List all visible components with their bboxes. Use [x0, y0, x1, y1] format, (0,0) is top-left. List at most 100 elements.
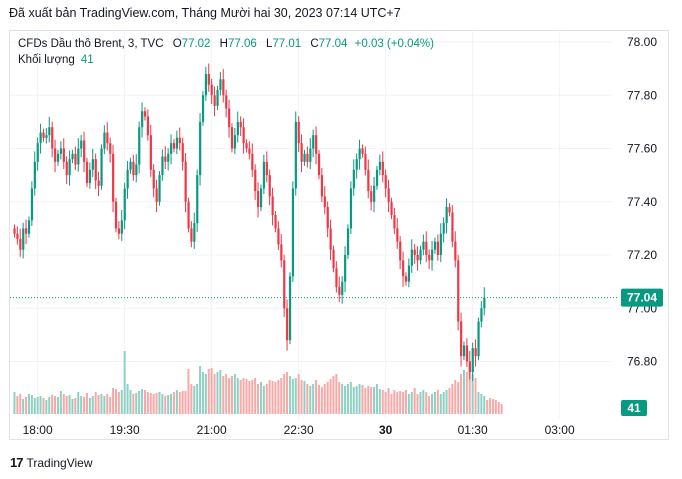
- candle-body: [335, 268, 338, 287]
- volume-bar: [30, 395, 33, 414]
- candle-body: [56, 153, 60, 162]
- ohlc-row: CFDs Dầu thô Brent, 3, TVC O77.02 H77.06…: [18, 36, 434, 52]
- candle-body: [378, 161, 382, 170]
- volume-bar: [425, 392, 428, 414]
- candle-body: [262, 161, 266, 189]
- volume-value: 41: [80, 54, 94, 66]
- candle-body: [48, 127, 51, 136]
- volume-bar: [387, 388, 390, 414]
- candle-body: [352, 169, 355, 189]
- candle-body: [25, 228, 28, 234]
- candle-body: [294, 121, 297, 189]
- volume-bar: [474, 378, 477, 414]
- volume-bar: [251, 380, 254, 414]
- volume-bar: [384, 392, 387, 414]
- volume-bar: [248, 381, 251, 414]
- volume-bar: [33, 398, 36, 414]
- volume-bar: [462, 370, 465, 414]
- volume-bar: [367, 386, 370, 414]
- volume-bar: [88, 398, 91, 414]
- volume-bar: [315, 380, 318, 414]
- candle-body: [88, 169, 92, 184]
- time-axis: 18:00 19:30 21:00 22:30 30 01:30 03:00: [23, 423, 575, 437]
- volume-bar: [431, 394, 434, 414]
- candle-body: [442, 223, 445, 234]
- candle-body: [201, 95, 205, 122]
- volume-bar: [422, 390, 425, 414]
- candle-body: [193, 223, 196, 242]
- volume-bar: [288, 376, 291, 414]
- volume-bar: [100, 394, 103, 414]
- volume-bar: [71, 399, 74, 414]
- volume-bar: [419, 392, 422, 414]
- volume-bar: [375, 384, 378, 414]
- candle-body: [117, 228, 121, 234]
- candle-body: [112, 153, 115, 202]
- candle-body: [13, 228, 16, 234]
- volume-bar: [355, 386, 358, 414]
- candle-body: [396, 228, 399, 242]
- volume-bar: [451, 384, 454, 414]
- volume-bar: [291, 379, 294, 414]
- candle-body: [22, 228, 25, 250]
- volume-bar: [326, 382, 329, 414]
- candle-body: [138, 127, 141, 165]
- volume-bar: [286, 372, 289, 414]
- volume-bar: [402, 392, 405, 414]
- volume-bar: [445, 390, 448, 414]
- candle-body: [80, 140, 83, 149]
- price-tick-label: 77.60: [627, 142, 657, 156]
- candle-body: [178, 137, 181, 144]
- candle-body: [370, 191, 373, 202]
- volume-bar: [404, 390, 407, 414]
- candle-body: [158, 175, 161, 202]
- volume-bar: [117, 392, 120, 414]
- brand-name: TradingView: [26, 455, 93, 470]
- candle-body: [91, 159, 94, 170]
- volume-bar: [19, 394, 22, 414]
- candle-body: [248, 148, 251, 154]
- time-tick-label: 18:00: [23, 423, 53, 437]
- candle-body: [161, 156, 164, 176]
- candle-body: [30, 188, 34, 221]
- candle-body: [460, 321, 463, 357]
- candle-body: [291, 188, 295, 277]
- candle-body: [404, 276, 408, 282]
- candle-body: [390, 201, 393, 216]
- volume-bar: [138, 391, 141, 414]
- footer-brand[interactable]: 17 TradingView: [10, 455, 93, 470]
- candle-body: [306, 153, 309, 162]
- volume-bar: [259, 382, 262, 414]
- volume-bar: [207, 369, 210, 414]
- volume-bar: [146, 392, 149, 414]
- volume-bars: [13, 351, 503, 414]
- candle-body: [320, 175, 324, 197]
- volume-bar: [436, 390, 439, 414]
- close-label: C: [310, 38, 319, 50]
- volume-bar: [204, 374, 207, 414]
- volume-bar: [407, 394, 410, 414]
- volume-bar: [242, 378, 245, 414]
- candle-body: [297, 121, 300, 144]
- candle-body: [213, 95, 216, 106]
- candle-body: [422, 241, 425, 250]
- volume-bar: [39, 396, 42, 414]
- candle-body: [402, 260, 405, 277]
- chart-legend: CFDs Dầu thô Brent, 3, TVC O77.02 H77.06…: [18, 36, 434, 68]
- volume-bar: [494, 400, 497, 414]
- volume-bar: [352, 387, 355, 414]
- volume-bar: [80, 396, 83, 414]
- volume-bar: [274, 382, 277, 414]
- candle-body: [225, 95, 228, 109]
- candle-body: [181, 143, 184, 162]
- candle-body: [341, 281, 344, 295]
- volume-bar: [416, 394, 419, 414]
- candle-body: [332, 249, 335, 269]
- volume-bar: [439, 394, 442, 414]
- candle-body: [448, 207, 451, 213]
- candle-body: [373, 185, 376, 202]
- volume-bar: [126, 384, 129, 414]
- volume-bar: [181, 391, 184, 414]
- volume-bar: [320, 387, 323, 414]
